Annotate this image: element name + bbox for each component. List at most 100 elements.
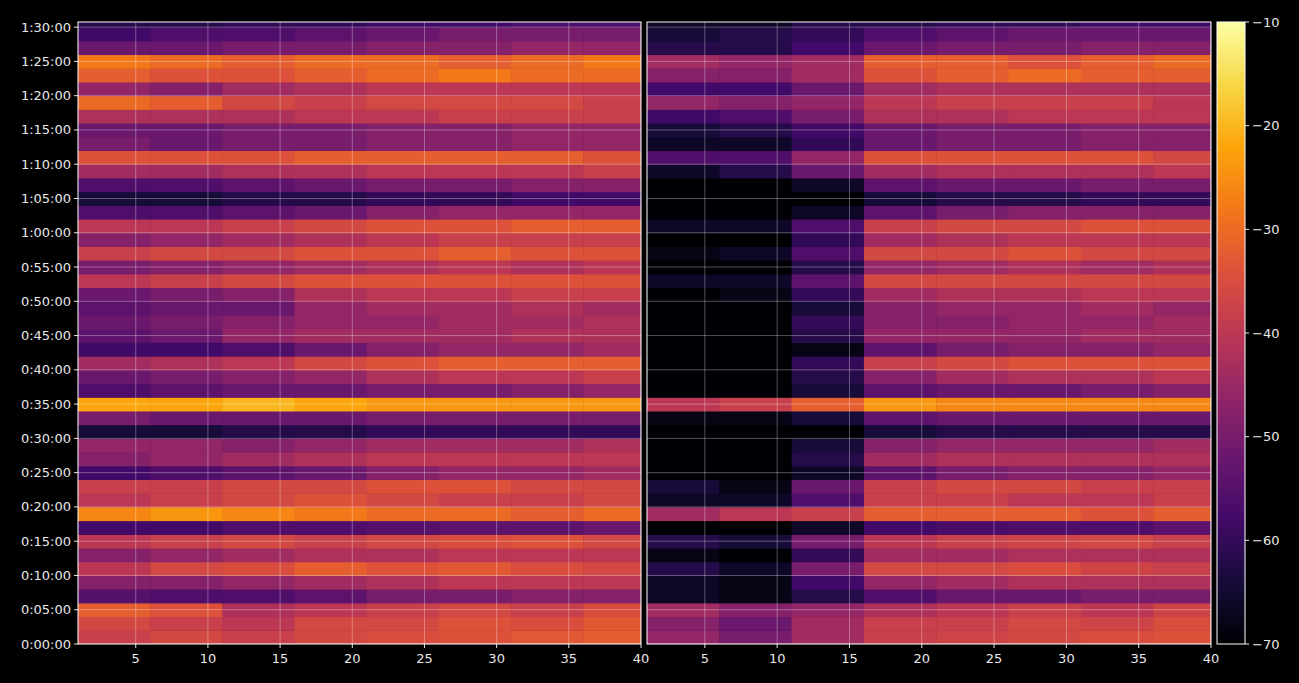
tick-mark [74,609,78,610]
heat-cell [150,96,223,110]
heat-cell [647,68,720,82]
tick-label: 1:25:00 [21,54,71,69]
grid-line [647,335,1211,336]
heat-cell [792,205,865,219]
heat-cell [222,288,295,302]
heat-cell [439,452,512,466]
heat-cell [78,68,151,82]
heat-cell [1081,617,1154,631]
heat-cell [295,27,368,41]
heat-cell [367,370,440,384]
heat-cell [647,205,720,219]
tick-mark [1245,644,1249,645]
heat-cell [792,342,865,356]
tick-mark [74,644,78,645]
heat-cell [295,68,368,82]
tick-label: 5 [701,651,709,666]
heat-cell [1153,205,1211,219]
heat-cell [864,630,937,644]
heat-cell [864,246,937,260]
heat-cell [792,27,865,41]
heat-cell [719,425,792,439]
heat-cell [1009,233,1082,247]
grid-line [647,164,1211,165]
heat-cell [439,384,512,398]
heat-cell [936,68,1009,82]
heat-cell [150,438,223,452]
grid-line [647,198,1211,199]
heat-cell [78,438,151,452]
heat-cell [1153,411,1211,425]
heat-cell [78,617,151,631]
heat-cell [792,630,865,644]
grid-line [647,129,1211,130]
heat-cell [1009,589,1082,603]
tick-mark [74,301,78,302]
heat-cell [647,288,720,302]
tick-mark [777,644,778,648]
heat-cell [719,41,792,55]
heat-cell [792,219,865,233]
heat-cell [719,274,792,288]
heat-cell [439,288,512,302]
heat-cell [792,411,865,425]
heat-cell [222,356,295,370]
heat-cell [792,96,865,110]
tick-label: 0:05:00 [21,602,71,617]
heat-cell [583,548,641,562]
heat-cell [583,274,641,288]
heat-cell [719,370,792,384]
grid-line [78,27,641,28]
heat-cell [719,575,792,589]
heat-cell [222,27,295,41]
heat-cell [1153,96,1211,110]
heat-cell [439,109,512,123]
heat-cell [1009,41,1082,55]
heat-cell [864,41,937,55]
grid-line [647,232,1211,233]
heat-cell [864,521,937,535]
heat-cell [439,27,512,41]
heat-cell [1153,480,1211,494]
heat-cell [1153,575,1211,589]
grid-line [647,575,1211,576]
heat-cell [295,137,368,151]
heat-cell [792,480,865,494]
heat-cell [792,301,865,315]
heat-cell [222,164,295,178]
heat-cell [864,562,937,576]
heat-cell [936,274,1009,288]
heat-cell [511,246,584,260]
heat-cell [719,438,792,452]
heat-cell [150,507,223,521]
heat-cell [222,151,295,165]
heat-cell [936,452,1009,466]
heat-cell [511,480,584,494]
heat-cell [792,507,865,521]
heat-cell [647,82,720,96]
heat-cell [78,548,151,562]
heat-cell [78,274,151,288]
heat-cell [1009,480,1082,494]
heat-cell [150,301,223,315]
heat-cell [792,575,865,589]
heat-cell [150,384,223,398]
tick-mark [74,164,78,165]
colorbar-label: −50 [1252,429,1279,444]
heat-cell [78,480,151,494]
grid-line [78,335,641,336]
grid-line [1066,22,1067,644]
heat-cell [647,521,720,535]
heat-cell [864,507,937,521]
heat-cell [439,164,512,178]
heat-cell [78,96,151,110]
heat-cell [295,521,368,535]
heat-cell [367,109,440,123]
heat-cell [583,480,641,494]
heat-cell [295,480,368,494]
heat-cell [1081,493,1154,507]
heat-cell [222,438,295,452]
tick-mark [280,644,281,648]
heat-cell [511,178,584,192]
heat-cell [367,246,440,260]
